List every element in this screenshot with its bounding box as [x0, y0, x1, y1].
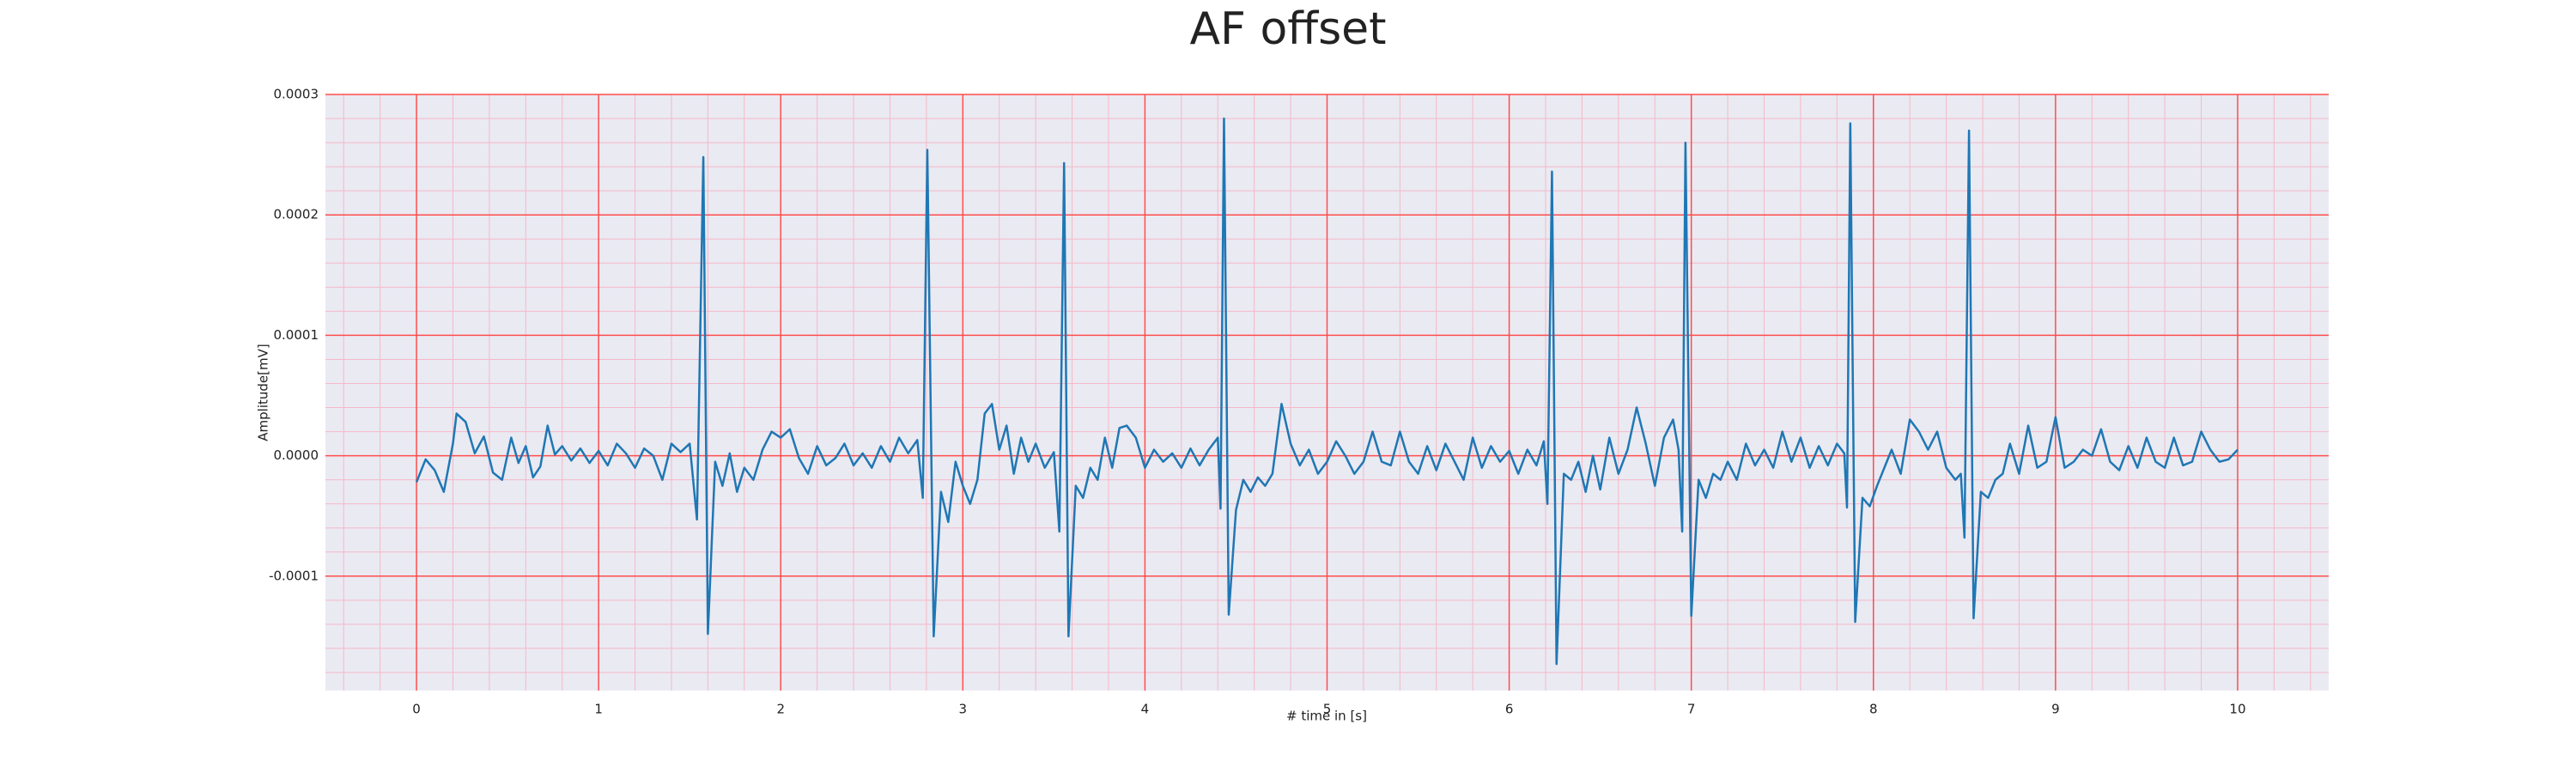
x-tick-label: 6	[1505, 702, 1514, 717]
y-tick-label: -0.0001	[269, 568, 319, 583]
x-tick-label: 3	[959, 702, 968, 717]
y-tick-label: 0.0000	[274, 447, 319, 463]
x-tick-label: 0	[412, 702, 421, 717]
y-tick-label: 0.0003	[274, 87, 319, 102]
y-tick-label: 0.0001	[274, 327, 319, 343]
y-tick-label: 0.0002	[274, 207, 319, 222]
x-tick-label: 9	[2051, 702, 2060, 717]
x-axis-label: # time in [s]	[1286, 709, 1367, 724]
data-line	[415, 117, 2239, 666]
chart-title: AF offset	[1189, 3, 1386, 55]
x-tick-label: 10	[2229, 702, 2245, 717]
x-tick-label: 1	[594, 702, 603, 717]
x-tick-label: 5	[1323, 702, 1332, 717]
y-axis-label: Amplitude[mV]	[256, 344, 271, 441]
x-tick-label: 4	[1141, 702, 1150, 717]
x-tick-label: 2	[776, 702, 785, 717]
x-tick-label: 7	[1687, 702, 1696, 717]
x-tick-label: 8	[1869, 702, 1878, 717]
